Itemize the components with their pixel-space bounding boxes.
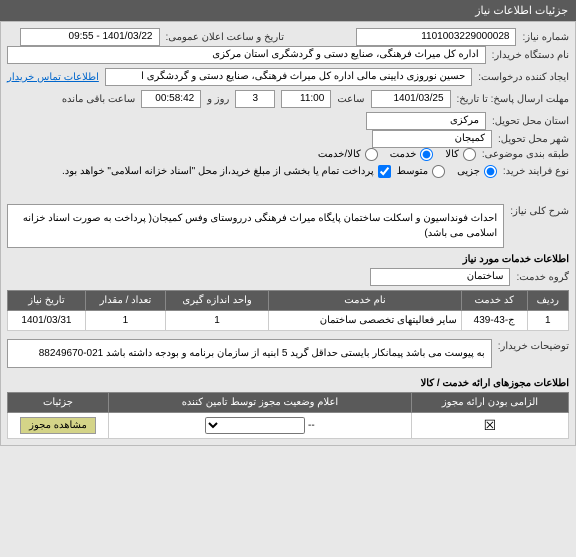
- agreement-note-check[interactable]: پرداخت تمام یا بخشی از مبلغ خرید،از محل …: [62, 165, 391, 178]
- status-placeholder: --: [308, 420, 315, 431]
- need-number-value: 1101003229000028: [356, 28, 516, 46]
- province-value: مرکزی: [366, 112, 486, 130]
- creator-label: ایجاد کننده درخواست:: [478, 72, 569, 83]
- radio-kala[interactable]: کالا: [445, 148, 476, 161]
- services-header: اطلاعات خدمات مورد نیاز: [7, 254, 569, 265]
- view-permit-button[interactable]: مشاهده مجوز: [20, 417, 96, 434]
- radio-both[interactable]: کالا/خدمت: [318, 148, 378, 161]
- buyer-label: نام دستگاه خریدار:: [492, 50, 569, 61]
- panel-body: شماره نیاز: 1101003229000028 تاریخ و ساع…: [0, 21, 576, 446]
- desc-text: احداث فونداسیون و اسکلت ساختمان پایگاه م…: [7, 204, 504, 248]
- subject-type-label: طبقه بندی موضوعی:: [482, 149, 569, 160]
- radio-khedmat[interactable]: خدمت: [390, 148, 434, 161]
- contact-link[interactable]: اطلاعات تماس خریدار: [7, 72, 99, 83]
- group-value: ساختمان: [370, 268, 510, 286]
- announce-label: تاریخ و ساعت اعلان عمومی:: [166, 32, 285, 43]
- days-value: 3: [235, 90, 275, 108]
- permits-table: الزامی بودن ارائه مجوز اعلام وضعیت مجوز …: [7, 392, 569, 439]
- col-status: اعلام وضعیت مجوز توسط تامین کننده: [108, 393, 411, 413]
- deadline-time: 11:00: [281, 90, 331, 108]
- province-label: استان محل تحویل:: [492, 116, 569, 127]
- buyer-note-label: توضیحات خریدار:: [498, 335, 569, 352]
- table-row: 1 ج-43-439 سایر فعالیتهای تخصصی ساختمان …: [8, 311, 569, 331]
- permits-header: اطلاعات مجوزهای ارائه خدمت / کالا: [7, 378, 569, 389]
- col-code: کد خدمت: [461, 291, 527, 311]
- agreement-label: نوع فرایند خرید:: [503, 166, 569, 177]
- radio-jozi[interactable]: جزیی: [457, 165, 497, 178]
- deadline-date: 1401/03/25: [371, 90, 451, 108]
- col-date: تاریخ نیاز: [8, 291, 86, 311]
- group-label: گروه خدمت:: [516, 272, 569, 283]
- desc-label: شرح کلی نیاز:: [510, 200, 569, 217]
- day-label: روز و: [207, 94, 229, 105]
- col-name: نام خدمت: [269, 291, 461, 311]
- remain-time: 00:58:42: [141, 90, 201, 108]
- services-table: ردیف کد خدمت نام خدمت واحد اندازه گیری ت…: [7, 290, 569, 331]
- buyer-note-text: به پیوست می باشد پیمانکار بایستی حداقل گ…: [7, 339, 492, 368]
- col-details: جزئیات: [8, 393, 109, 413]
- buyer-value: اداره کل میراث فرهنگی، صنایع دستی و گردش…: [7, 46, 486, 64]
- required-check: ☒: [411, 413, 568, 439]
- time-label: ساعت: [337, 94, 364, 105]
- city-value: کمیجان: [372, 130, 492, 148]
- col-required: الزامی بودن ارائه مجوز: [411, 393, 568, 413]
- remain-label: ساعت باقی مانده: [62, 94, 135, 105]
- radio-motevaset[interactable]: متوسط: [397, 165, 445, 178]
- col-row: ردیف: [527, 291, 568, 311]
- table-row: ☒ -- مشاهده مجوز: [8, 413, 569, 439]
- creator-value: حسین نوروزی دایینی مالی اداره کل میراث ف…: [105, 68, 472, 86]
- need-number-label: شماره نیاز:: [522, 32, 569, 43]
- col-unit: واحد اندازه گیری: [165, 291, 268, 311]
- city-label: شهر محل تحویل:: [498, 134, 569, 145]
- col-qty: تعداد / مقدار: [85, 291, 165, 311]
- panel-title: جزئیات اطلاعات نیاز: [0, 0, 576, 21]
- status-select[interactable]: [205, 417, 305, 434]
- announce-value: 1401/03/22 - 09:55: [20, 28, 160, 46]
- deadline-label: مهلت ارسال پاسخ: تا تاریخ:: [457, 94, 569, 105]
